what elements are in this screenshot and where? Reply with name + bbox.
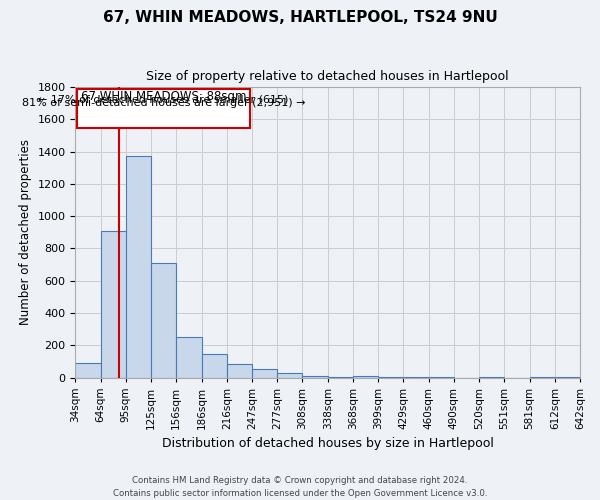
Y-axis label: Number of detached properties: Number of detached properties — [19, 139, 32, 325]
Bar — [252, 368, 277, 378]
Text: 81% of semi-detached houses are larger (2,951) →: 81% of semi-detached houses are larger (… — [22, 98, 305, 108]
Bar — [479, 376, 505, 378]
Bar — [101, 230, 126, 378]
Bar — [530, 376, 555, 378]
Bar — [76, 363, 101, 378]
Text: Contains HM Land Registry data © Crown copyright and database right 2024.
Contai: Contains HM Land Registry data © Crown c… — [113, 476, 487, 498]
Bar — [403, 376, 428, 378]
Text: 67 WHIN MEADOWS: 88sqm: 67 WHIN MEADOWS: 88sqm — [81, 90, 247, 104]
Bar — [202, 354, 227, 378]
Bar — [302, 376, 328, 378]
Bar — [227, 364, 252, 378]
Text: ← 17% of detached houses are smaller (615): ← 17% of detached houses are smaller (61… — [38, 94, 289, 104]
X-axis label: Distribution of detached houses by size in Hartlepool: Distribution of detached houses by size … — [162, 437, 494, 450]
Title: Size of property relative to detached houses in Hartlepool: Size of property relative to detached ho… — [146, 70, 509, 83]
FancyBboxPatch shape — [77, 88, 250, 128]
Bar — [277, 372, 302, 378]
Bar — [328, 376, 353, 378]
Bar — [555, 376, 580, 378]
Bar — [378, 376, 403, 378]
Bar — [176, 337, 202, 378]
Bar — [353, 376, 378, 378]
Text: 67, WHIN MEADOWS, HARTLEPOOL, TS24 9NU: 67, WHIN MEADOWS, HARTLEPOOL, TS24 9NU — [103, 10, 497, 25]
Bar — [126, 156, 151, 378]
Bar — [151, 263, 176, 378]
Bar — [428, 376, 454, 378]
